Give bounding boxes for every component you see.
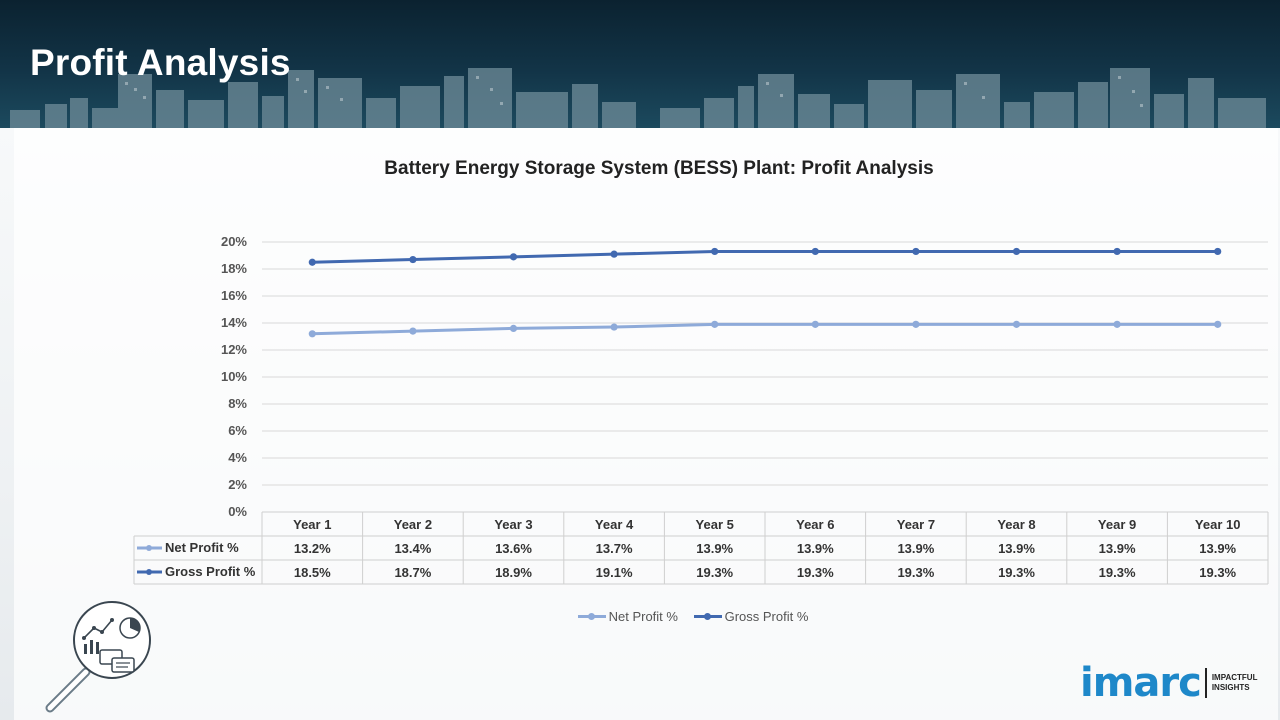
x-tick-label: Year 7 [897, 517, 935, 532]
data-label: 13.9% [696, 541, 733, 556]
data-point [912, 247, 920, 256]
x-tick-label: Year 9 [1098, 517, 1136, 532]
y-tick-label: 20% [221, 234, 247, 249]
logo-divider [1204, 668, 1207, 698]
data-point [912, 320, 920, 328]
y-tick-label: 16% [221, 288, 247, 303]
legend-label-gross-profit: Gross Profit % [724, 609, 809, 624]
data-point [610, 323, 618, 331]
data-point [1113, 247, 1121, 256]
header-banner: Profit Analysis [0, 0, 1280, 128]
data-label: 13.9% [1099, 541, 1136, 556]
y-tick-label: 18% [221, 261, 247, 276]
page-title: Profit Analysis [30, 42, 291, 83]
table-series-label: Net Profit % [165, 540, 239, 555]
data-label: 19.3% [897, 565, 934, 580]
data-point [811, 320, 819, 328]
data-label: 19.3% [696, 565, 733, 580]
legend-swatch-net-profit [577, 613, 606, 620]
x-tick-label: Year 1 [293, 517, 331, 532]
data-point [711, 320, 719, 328]
y-tick-label: 6% [228, 423, 247, 438]
data-point [1113, 320, 1121, 328]
x-tick-label: Year 5 [696, 517, 734, 532]
x-tick-label: Year 10 [1195, 517, 1241, 532]
data-point [509, 324, 518, 332]
legend-item-gross-profit: Gross Profit % [693, 609, 809, 624]
data-label: 13.9% [1199, 541, 1236, 556]
table-legend-marker [146, 569, 152, 575]
data-point [308, 330, 316, 338]
data-label: 19.1% [596, 565, 633, 580]
imarc-logo: imarc IMPACTFUL INSIGHTS [1080, 660, 1257, 706]
data-point [409, 255, 417, 264]
logo-tagline: IMPACTFUL INSIGHTS [1212, 673, 1258, 693]
data-label: 18.9% [495, 565, 532, 580]
data-label: 13.7% [596, 541, 633, 556]
data-label: 13.9% [797, 541, 834, 556]
y-tick-label: 12% [221, 342, 247, 357]
data-point [308, 258, 316, 266]
table-legend-marker [146, 545, 152, 551]
chart-title: Battery Energy Storage System (BESS) Pla… [384, 158, 934, 179]
data-point [610, 250, 618, 258]
data-point [711, 247, 719, 256]
data-label: 13.2% [294, 541, 331, 556]
x-tick-label: Year 8 [997, 517, 1035, 532]
legend-swatch-gross-profit [693, 613, 722, 620]
y-tick-label: 10% [221, 369, 247, 384]
data-label: 18.7% [394, 565, 431, 580]
data-point [1214, 320, 1222, 328]
data-point [811, 247, 819, 256]
data-label: 19.3% [1199, 565, 1236, 580]
y-tick-label: 4% [228, 450, 247, 465]
x-tick-label: Year 2 [394, 517, 432, 532]
data-label: 13.9% [998, 541, 1035, 556]
data-label: 19.3% [797, 565, 834, 580]
x-tick-label: Year 4 [595, 517, 634, 532]
y-tick-label: 8% [228, 396, 247, 411]
x-tick-label: Year 6 [796, 517, 834, 532]
table-series-label: Gross Profit % [165, 564, 256, 579]
logo-wordmark: imarc [1080, 660, 1202, 706]
chart-panel [14, 128, 1278, 720]
logo-tagline-line-2: INSIGHTS [1211, 683, 1250, 692]
data-label: 19.3% [998, 565, 1035, 580]
city-skyline-graphic [10, 68, 1266, 128]
legend-label-net-profit: Net Profit % [608, 609, 678, 624]
magnifier-analytics-icon [45, 601, 151, 713]
data-label: 13.9% [897, 541, 934, 556]
data-point [1012, 320, 1021, 328]
data-label: 18.5% [294, 565, 331, 580]
y-tick-label: 0% [228, 504, 247, 519]
x-tick-label: Year 3 [494, 517, 532, 532]
data-point [409, 327, 417, 335]
data-point [509, 253, 518, 261]
logo-tagline-line-1: IMPACTFUL [1211, 673, 1258, 682]
data-point [1012, 247, 1021, 256]
y-tick-label: 2% [228, 477, 247, 492]
data-label: 19.3% [1099, 565, 1136, 580]
data-label: 13.6% [495, 541, 532, 556]
series-line [312, 249, 1218, 264]
legend-item-net-profit: Net Profit % [577, 609, 678, 624]
y-tick-label: 14% [221, 315, 247, 330]
data-point [1214, 247, 1222, 256]
data-label: 13.4% [394, 541, 431, 556]
chart-legend: Net Profit % Gross Profit % [0, 606, 1280, 624]
series-line [312, 322, 1218, 336]
